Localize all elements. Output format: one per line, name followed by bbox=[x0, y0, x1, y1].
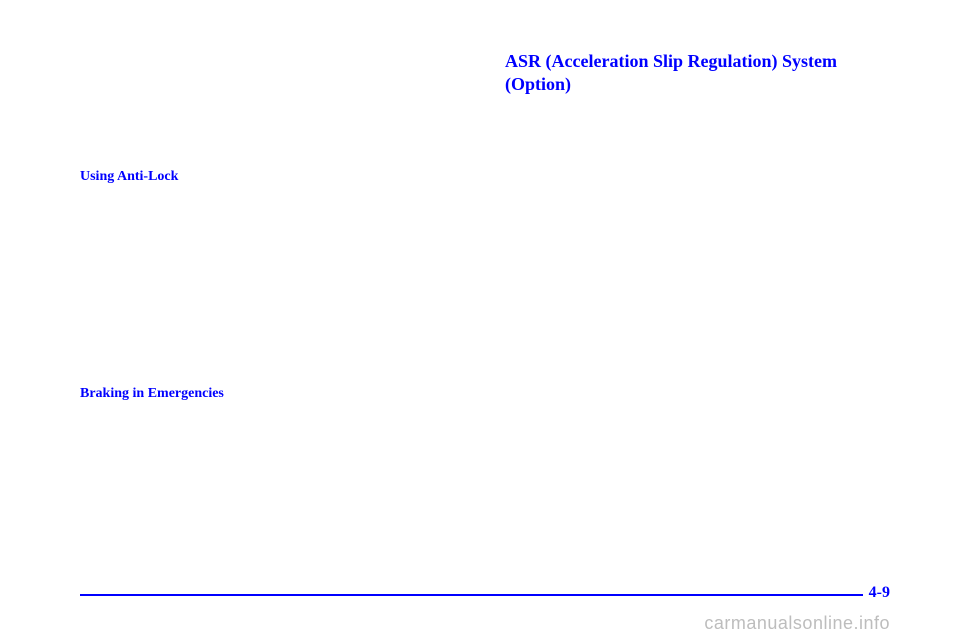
emergencies-paragraph: With anti-lock, you can steer and brake … bbox=[80, 416, 465, 455]
right-column: ASR (Acceleration Slip Regulation) Syste… bbox=[505, 50, 890, 580]
asr-p5: When the ASR system is on, you may hear … bbox=[505, 362, 890, 440]
asr-p3: The system works at all speeds. bbox=[505, 256, 890, 276]
section-heading-asr: ASR (Acceleration Slip Regulation) Syste… bbox=[505, 50, 890, 97]
asr-p4: The LOW TRAC light will come on when you… bbox=[505, 289, 890, 348]
footer-divider bbox=[80, 594, 890, 596]
asr-p2: The ASR system helps limit wheel spin. T… bbox=[505, 144, 890, 242]
manual-page: As you brake, your computer keeps receiv… bbox=[0, 0, 960, 640]
page-number: 4-9 bbox=[863, 584, 890, 602]
intro-paragraph: As you brake, your computer keeps receiv… bbox=[80, 94, 465, 133]
watermark-text: carmanualsonline.info bbox=[704, 613, 890, 634]
left-column: As you brake, your computer keeps receiv… bbox=[80, 50, 465, 580]
subheading-using-antilock: Using Anti-Lock bbox=[80, 169, 465, 185]
antilock-paragraph: Don't pump the brakes. Just hold the bra… bbox=[80, 199, 465, 258]
asr-p1: Your vehicle may be equipped with the AS… bbox=[505, 111, 890, 131]
subheading-braking-emergencies: Braking in Emergencies bbox=[80, 386, 465, 402]
two-column-layout: As you brake, your computer keeps receiv… bbox=[80, 50, 890, 580]
